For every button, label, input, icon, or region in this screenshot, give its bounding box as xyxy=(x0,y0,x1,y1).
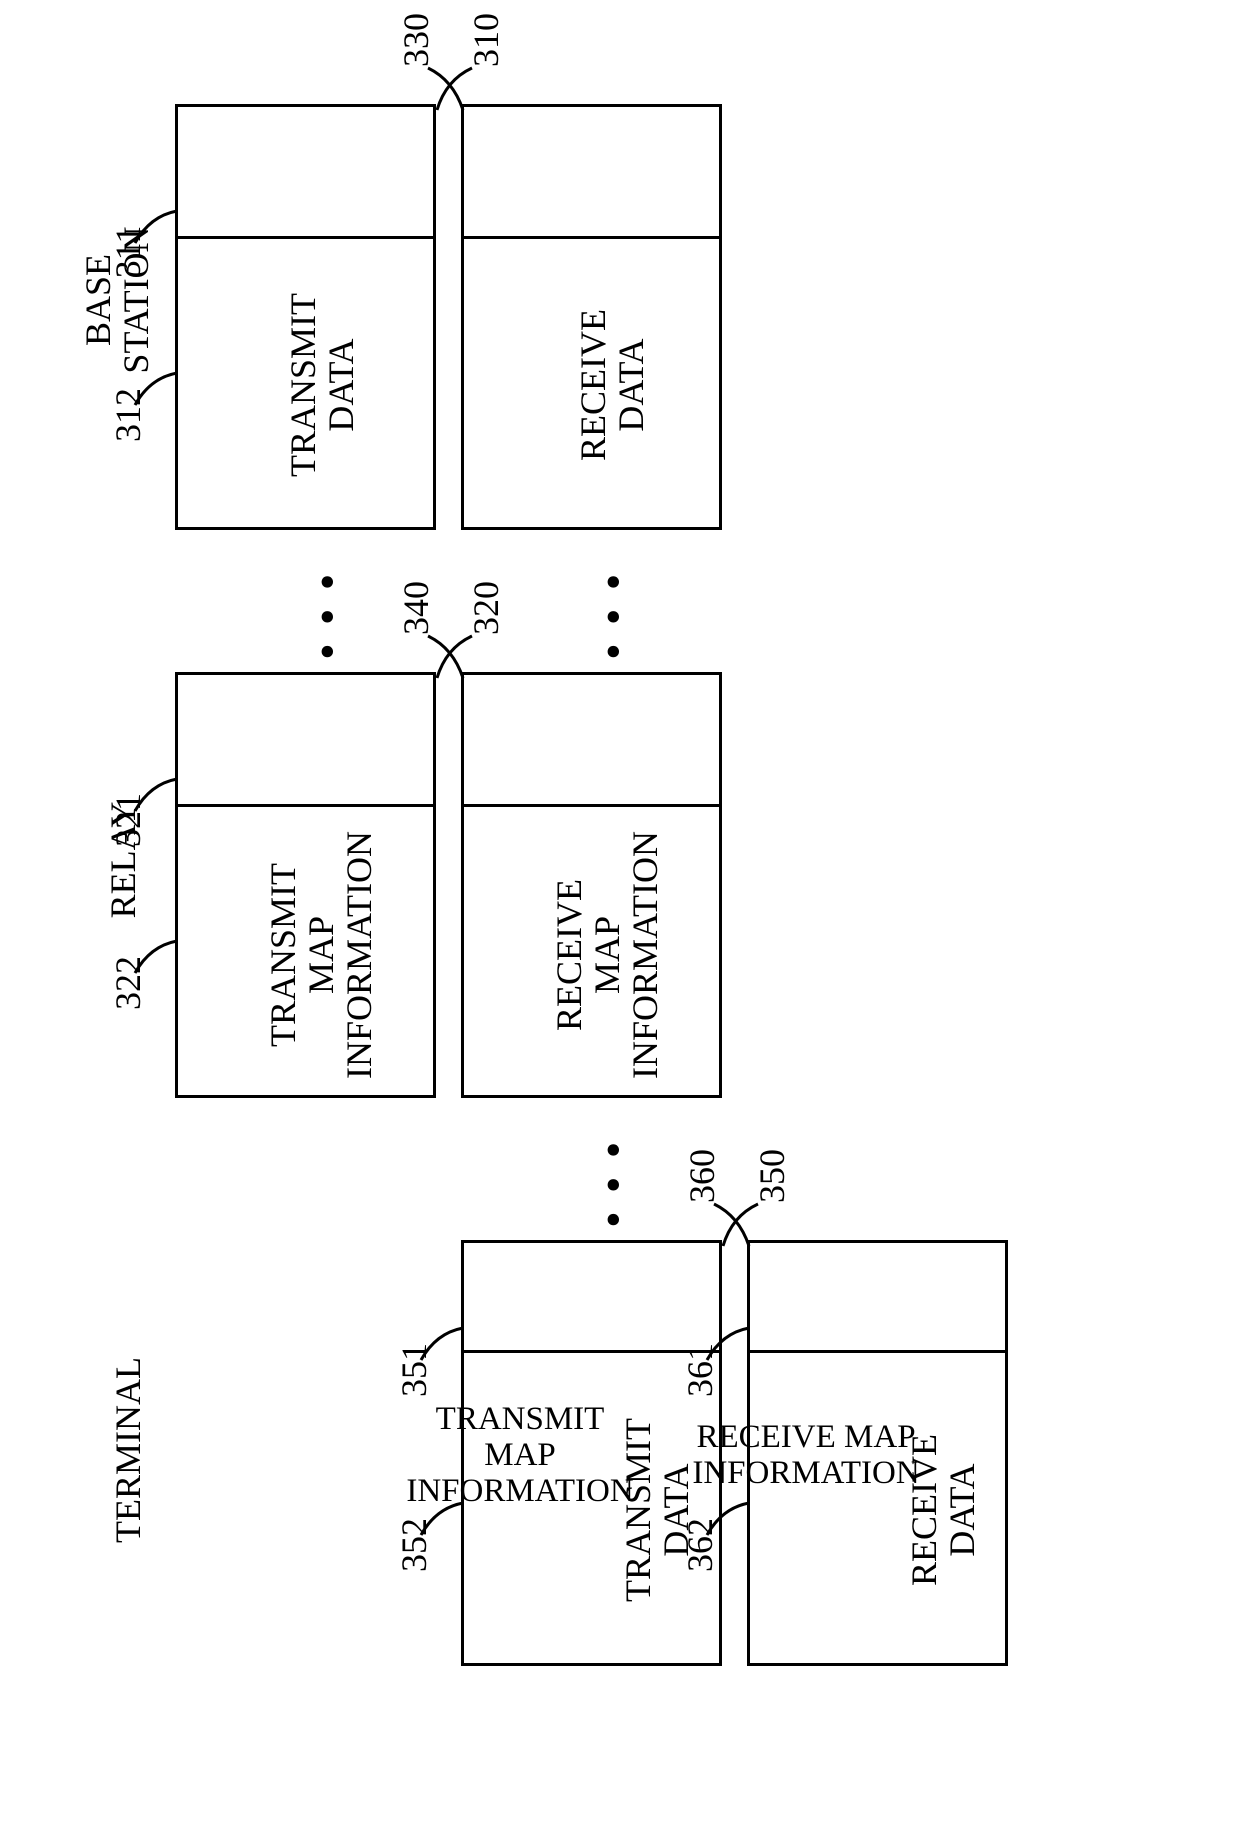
ref-text: 312 xyxy=(108,388,148,442)
ref-362: 362 xyxy=(682,1505,722,1585)
ellipsis-relay-2: ••• xyxy=(586,1108,626,1228)
narrow-text: RECEIVE MAPINFORMATION xyxy=(692,1419,919,1492)
frame-360-narrow-label: RECEIVE MAPINFORMATION xyxy=(756,1255,856,1655)
ref-text: 340 xyxy=(396,581,436,635)
ref-360: 360 xyxy=(684,1136,724,1216)
ref-321: 321 xyxy=(110,780,150,860)
frame-320-content: TRANSMITMAPINFORMATION xyxy=(265,805,385,1105)
ref-322: 322 xyxy=(110,943,150,1023)
ref-text: 322 xyxy=(108,956,148,1010)
ref-text: 352 xyxy=(394,1518,434,1572)
content-text: RECEIVEMAPINFORMATION xyxy=(549,831,665,1079)
frame-350-narrow-label: TRANSMIT MAPINFORMATION xyxy=(470,1255,570,1655)
ellipsis-relay-1: ••• xyxy=(586,540,626,660)
ref-text: 351 xyxy=(394,1343,434,1397)
content-text: TRANSMITMAPINFORMATION xyxy=(263,831,379,1079)
ref-text: 321 xyxy=(108,793,148,847)
frame-310-content: TRANSMITDATA xyxy=(285,265,365,505)
ref-text: 330 xyxy=(396,13,436,67)
ref-text: 350 xyxy=(752,1149,792,1203)
frame-310-divider xyxy=(178,236,433,239)
frame-330-content: RECEIVEDATA xyxy=(575,265,655,505)
ref-310: 310 xyxy=(468,0,508,80)
ref-311: 311 xyxy=(110,212,150,292)
ref-352: 352 xyxy=(396,1505,436,1585)
ref-text: 320 xyxy=(466,581,506,635)
content-text: RECEIVEDATA xyxy=(904,1434,982,1586)
row-label-terminal: TERMINAL xyxy=(110,1340,150,1560)
frame-360-content: RECEIVEDATA xyxy=(906,1390,986,1630)
diagram-canvas: BASESTATION RELAY TERMINAL TRANSMITDATA … xyxy=(0,0,1240,1829)
content-text: TRANSMITDATA xyxy=(283,293,361,477)
row-label-text: TERMINAL xyxy=(108,1357,148,1543)
ref-350: 350 xyxy=(754,1136,794,1216)
ref-text: 310 xyxy=(466,13,506,67)
content-text: RECEIVEDATA xyxy=(573,309,651,461)
ref-text: 362 xyxy=(680,1518,720,1572)
ref-330: 330 xyxy=(398,0,438,80)
ref-351: 351 xyxy=(396,1330,436,1410)
ref-text: 360 xyxy=(682,1149,722,1203)
ellipsis-bs-1: ••• xyxy=(300,540,340,660)
narrow-text: TRANSMIT MAPINFORMATION xyxy=(406,1401,633,1510)
ref-text: 361 xyxy=(680,1343,720,1397)
ref-340: 340 xyxy=(398,568,438,648)
ref-312: 312 xyxy=(110,375,150,455)
frame-330-divider xyxy=(464,236,719,239)
ref-320: 320 xyxy=(468,568,508,648)
ref-text: 311 xyxy=(108,226,148,279)
frame-340-content: RECEIVEMAPINFORMATION xyxy=(551,805,671,1105)
ref-361: 361 xyxy=(682,1330,722,1410)
